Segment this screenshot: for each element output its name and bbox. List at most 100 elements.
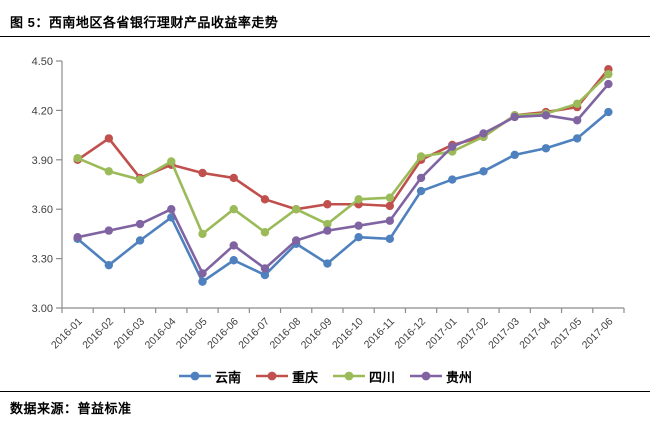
x-axis-label: 2016-07 — [236, 316, 272, 352]
series-line-guizhou — [76, 82, 610, 275]
data-point-guizhou-2017-06 — [604, 79, 613, 89]
x-axis-label: 2016-09 — [299, 316, 335, 352]
chart-legend: 云南 重庆 四川 贵州 — [0, 364, 650, 388]
data-point-yunnan-2017-04 — [541, 144, 551, 153]
data-point-guizhou-2017-01 — [448, 142, 457, 151]
x-axis-label: 2016-05 — [174, 316, 210, 352]
legend-item-yunnan: 云南 — [178, 367, 241, 386]
data-point-guizhou-2017-04 — [541, 111, 551, 120]
data-point-guizhou-2016-07 — [260, 264, 270, 273]
x-axis-label: 2017-06 — [580, 316, 616, 352]
series-guizhou — [73, 79, 613, 278]
data-point-sichuan-2016-06 — [229, 205, 238, 214]
x-axis-label: 2016-08 — [268, 316, 304, 352]
y-tick-label: 3.60 — [32, 204, 53, 216]
data-point-yunnan-2016-12 — [416, 186, 426, 196]
data-point-guizhou-2016-02 — [104, 226, 114, 235]
legend-label-sichuan: 四川 — [369, 369, 396, 385]
legend-label-yunnan: 云南 — [214, 369, 241, 385]
series-line-sichuan — [76, 72, 610, 236]
legend-marker-sichuan-icon — [333, 371, 365, 381]
data-point-sichuan-2016-01 — [73, 153, 82, 163]
x-axis-label: 2017-05 — [549, 316, 585, 352]
data-point-yunnan-2017-06 — [604, 107, 613, 117]
data-point-yunnan-2017-05 — [572, 134, 582, 143]
data-point-guizhou-2016-06 — [229, 241, 238, 250]
data-point-guizhou-2017-02 — [479, 129, 488, 138]
x-axis-label: 2016-01 — [49, 316, 85, 352]
x-axis-label: 2016-03 — [111, 316, 147, 352]
x-axis-label: 2017-04 — [517, 316, 553, 352]
data-point-yunnan-2016-05 — [198, 277, 207, 286]
data-point-yunnan-2016-06 — [229, 256, 238, 265]
data-point-sichuan-2016-07 — [260, 228, 270, 237]
x-axis-label: 2016-06 — [205, 316, 241, 352]
data-point-chongqing-2016-05 — [198, 168, 207, 178]
data-point-sichuan-2016-11 — [385, 193, 395, 202]
data-point-yunnan-2016-07 — [260, 270, 270, 280]
figure-title: 图 5：西南地区各省银行理财产品收益率走势 — [10, 15, 279, 30]
legend-item-guizhou: 贵州 — [409, 367, 472, 386]
data-point-sichuan-2016-12 — [416, 152, 426, 161]
legend-label-guizhou: 贵州 — [446, 369, 473, 385]
data-point-sichuan-2016-02 — [104, 167, 114, 176]
legend-label-chongqing: 重庆 — [291, 369, 318, 385]
legend-item-sichuan: 四川 — [332, 367, 395, 386]
data-point-chongqing-2016-06 — [229, 173, 238, 183]
data-point-yunnan-2017-02 — [479, 167, 488, 176]
legend-item-chongqing: 重庆 — [255, 367, 318, 386]
data-point-sichuan-2017-05 — [572, 99, 582, 109]
data-point-sichuan-2016-04 — [167, 157, 176, 166]
series-line-chongqing — [76, 67, 610, 211]
x-axis-label: 2016-02 — [80, 316, 116, 352]
data-point-yunnan-2017-01 — [448, 175, 457, 184]
legend-marker-chongqing-icon — [255, 371, 288, 381]
series-chongqing — [73, 65, 613, 214]
footer-divider — [0, 391, 650, 392]
series-line-yunnan — [76, 110, 610, 283]
data-point-sichuan-2016-03 — [135, 175, 145, 184]
data-point-sichuan-2016-08 — [291, 205, 301, 214]
data-point-chongqing-2016-02 — [104, 134, 114, 143]
x-axis-label: 2016-10 — [330, 316, 366, 352]
data-point-guizhou-2016-12 — [416, 173, 426, 183]
legend-marker-guizhou-icon — [410, 371, 443, 381]
data-point-sichuan-2016-09 — [323, 219, 332, 229]
legend-marker-yunnan-icon — [178, 371, 211, 381]
data-point-guizhou-2016-01 — [73, 232, 82, 242]
x-axis-label: 2017-01 — [424, 316, 460, 352]
data-point-sichuan-2016-05 — [198, 229, 207, 239]
data-point-yunnan-2016-10 — [354, 232, 363, 242]
data-point-yunnan-2016-11 — [385, 234, 395, 244]
x-axis-label: 2016-04 — [143, 316, 179, 352]
x-axis-label: 2017-02 — [455, 316, 491, 352]
data-point-yunnan-2016-09 — [323, 259, 332, 268]
data-point-guizhou-2016-09 — [323, 226, 332, 235]
x-axis-label: 2016-11 — [362, 316, 397, 351]
data-point-sichuan-2016-10 — [354, 195, 363, 204]
data-point-sichuan-2017-06 — [604, 69, 613, 79]
data-point-guizhou-2017-03 — [510, 112, 519, 122]
data-source: 数据来源：普益标准 — [10, 401, 132, 416]
y-tick-label: 4.20 — [32, 105, 53, 117]
data-point-yunnan-2016-02 — [104, 260, 114, 270]
data-point-chongqing-2016-07 — [260, 195, 270, 204]
data-point-chongqing-2016-11 — [385, 201, 395, 211]
series-yunnan — [73, 107, 613, 286]
data-point-chongqing-2016-09 — [323, 200, 332, 209]
y-tick-label: 4.50 — [32, 56, 53, 68]
title-divider — [0, 36, 650, 37]
y-tick-label: 3.30 — [32, 254, 53, 266]
x-axis-label: 2016-12 — [392, 316, 428, 352]
x-axis-label: 2017-03 — [486, 316, 522, 352]
data-point-guizhou-2016-10 — [354, 221, 363, 230]
data-point-guizhou-2016-11 — [385, 216, 395, 225]
data-point-guizhou-2016-05 — [198, 269, 207, 278]
y-tick-label: 3.90 — [32, 155, 53, 167]
y-tick-label: 3.00 — [32, 303, 53, 315]
data-point-yunnan-2017-03 — [510, 150, 519, 160]
data-point-guizhou-2016-08 — [291, 236, 301, 245]
data-point-guizhou-2017-05 — [572, 116, 582, 125]
series-sichuan — [73, 69, 613, 239]
